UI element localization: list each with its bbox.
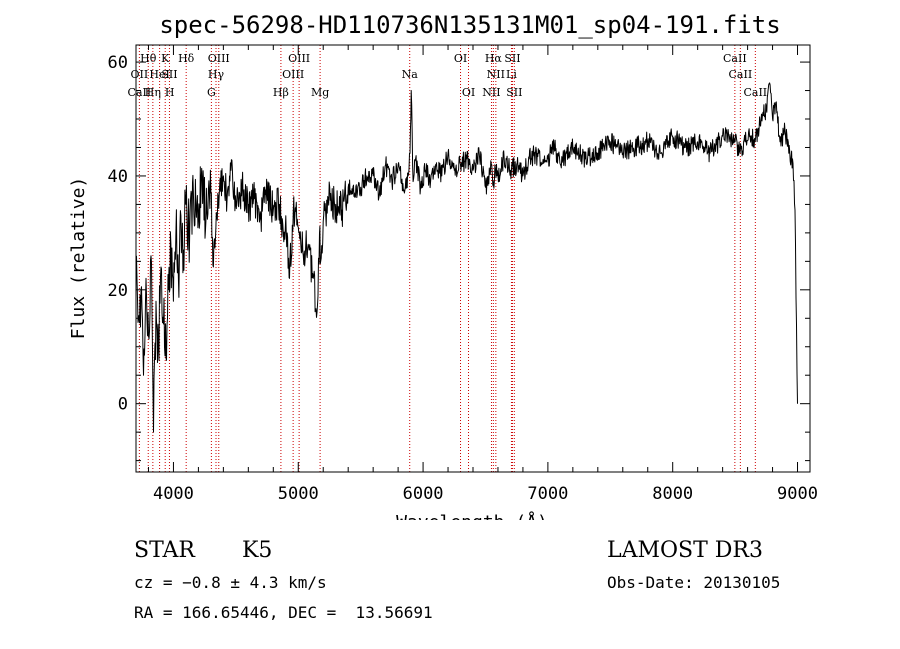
line-label: Li — [506, 68, 517, 81]
y-tick-label: 60 — [108, 53, 128, 73]
line-label: Hδ — [178, 52, 195, 65]
line-label: OIII — [208, 52, 230, 65]
line-label: CaII — [128, 86, 152, 99]
y-axis-label: Flux (relative) — [68, 177, 89, 340]
series-group — [135, 82, 798, 433]
object-class: STAR — [134, 538, 195, 563]
x-axis: 4000 5000 6000 7000 8000 9000 — [147, 45, 818, 504]
x-tick-label: 9000 — [777, 484, 818, 504]
chart-title: spec-56298-HD110736N135131M01_sp04-191.f… — [159, 11, 780, 39]
y-tick-label: 20 — [108, 281, 128, 301]
y-axis: 0 20 40 60 — [108, 53, 810, 462]
y-tick-label: 40 — [108, 167, 128, 187]
x-axis-label: Wavelength (Å) — [396, 511, 548, 520]
x-tick-label: 4000 — [153, 484, 194, 504]
line-label: Hθ — [140, 52, 157, 65]
line-label: Hη — [145, 86, 161, 99]
line-label: Hβ — [273, 86, 289, 99]
x-tick-label: 5000 — [278, 484, 319, 504]
line-label: OII — [131, 68, 149, 81]
line-label: OIII — [288, 52, 310, 65]
x-tick-label: 6000 — [403, 484, 444, 504]
emission-line-markers — [138, 45, 756, 472]
y-tick-label: 0 — [118, 395, 128, 415]
series-line-flux — [135, 82, 798, 433]
line-label: CaII — [729, 68, 753, 81]
x-tick-label: 7000 — [527, 484, 568, 504]
line-label: OIII — [282, 68, 304, 81]
spectrum-chart: spec-56298-HD110736N135131M01_sp04-191.f… — [68, 11, 818, 520]
coordinates-text: RA = 166.65446, DEC = 13.56691 — [134, 603, 433, 622]
x-tick-label: 8000 — [652, 484, 693, 504]
line-label: OI — [462, 86, 475, 99]
line-label: H — [165, 86, 175, 99]
line-label: SII — [506, 86, 522, 99]
line-label: NII — [482, 86, 500, 99]
line-label: Mg — [311, 86, 329, 99]
line-label: HeI — [149, 68, 169, 81]
survey-name: LAMOST DR3 — [607, 538, 763, 563]
line-label: NII — [487, 68, 505, 81]
line-label: Na — [402, 68, 419, 81]
line-label: Hγ — [208, 68, 225, 81]
line-label: Hα — [485, 52, 503, 65]
line-label: SII — [504, 52, 520, 65]
line-label: CaII — [743, 86, 767, 99]
obs-date: Obs-Date: 20130105 — [607, 573, 781, 592]
line-label: CaII — [723, 52, 747, 65]
line-label: K — [161, 52, 170, 65]
line-label: OI — [454, 52, 467, 65]
line-label: G — [207, 86, 216, 99]
plot-frame — [135, 44, 811, 473]
line-label: SII — [161, 68, 177, 81]
object-subclass: K5 — [242, 538, 273, 563]
redshift-text: cz = −0.8 ± 4.3 km/s — [134, 573, 327, 592]
